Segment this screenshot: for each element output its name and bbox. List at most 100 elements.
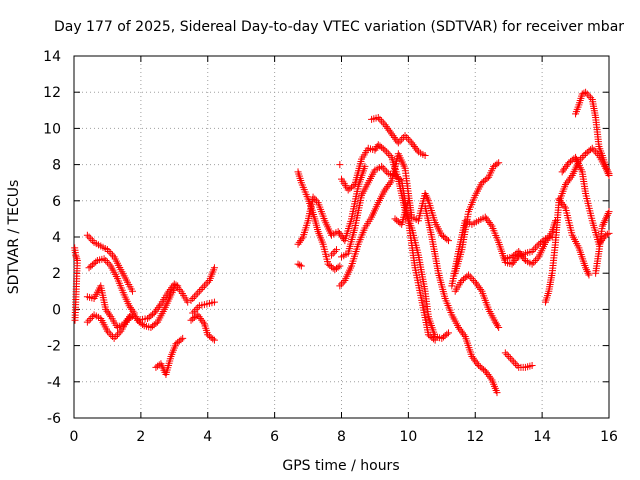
data-point	[337, 231, 345, 239]
y-tick-label: 8	[52, 158, 61, 174]
data-point	[558, 168, 566, 176]
data-point	[473, 360, 481, 368]
data-point	[477, 285, 485, 293]
data-point	[153, 305, 161, 313]
data-point	[85, 264, 93, 272]
data-point	[170, 280, 178, 288]
data-point	[90, 259, 98, 267]
data-point	[584, 269, 592, 277]
data-point	[459, 329, 467, 337]
x-tick-label: 12	[466, 429, 484, 445]
data-point	[471, 356, 479, 364]
data-point	[389, 132, 397, 140]
data-point	[475, 284, 483, 292]
data-point	[413, 146, 421, 154]
data-point	[172, 281, 180, 289]
data-point	[396, 137, 404, 145]
data-point	[485, 219, 493, 227]
x-tick-label: 2	[136, 429, 145, 445]
data-point	[309, 193, 317, 201]
data-point	[150, 309, 158, 317]
y-tick-label: -2	[47, 339, 61, 355]
data-point	[179, 334, 187, 342]
y-tick-label: 0	[52, 302, 61, 318]
data-point	[378, 162, 386, 170]
data-point	[431, 336, 439, 344]
data-point	[339, 278, 347, 286]
data-point	[510, 358, 518, 366]
data-point	[558, 199, 566, 207]
data-point	[422, 191, 430, 199]
data-point	[105, 260, 113, 268]
data-point	[585, 271, 593, 279]
data-point	[200, 282, 208, 290]
data-point	[592, 148, 600, 156]
data-point	[294, 260, 302, 268]
data-point	[406, 137, 414, 145]
y-axis-label: SDTVAR / TECUs	[6, 180, 22, 295]
data-point	[484, 217, 492, 225]
data-point	[474, 282, 482, 290]
data-point	[468, 352, 476, 360]
data-point	[198, 316, 206, 324]
data-point	[382, 123, 390, 131]
data-point	[133, 314, 141, 322]
data-point	[495, 159, 503, 167]
data-point	[103, 307, 111, 315]
data-point	[199, 318, 207, 326]
data-point	[602, 213, 610, 221]
data-point	[588, 144, 596, 152]
data-point	[294, 240, 302, 248]
data-point	[154, 304, 162, 312]
data-point	[424, 195, 432, 203]
data-point	[381, 121, 389, 129]
x-tick-label: 0	[70, 429, 79, 445]
data-point	[88, 261, 96, 269]
data-point	[398, 135, 406, 143]
data-point	[129, 287, 137, 295]
data-point	[470, 276, 478, 284]
data-point	[528, 260, 536, 268]
data-point	[455, 324, 463, 331]
data-point	[587, 94, 595, 102]
data-point	[104, 309, 112, 317]
data-point	[164, 289, 172, 297]
data-point	[130, 311, 138, 319]
data-point	[531, 244, 539, 252]
data-point	[88, 313, 96, 321]
data-point	[168, 284, 176, 292]
data-point	[487, 220, 495, 228]
data-point	[533, 242, 541, 250]
data-point	[392, 135, 400, 143]
data-point	[334, 228, 342, 236]
data-point	[429, 335, 437, 343]
data-point	[126, 304, 134, 312]
data-point	[408, 139, 416, 147]
data-point	[560, 166, 568, 174]
data-point	[466, 273, 474, 281]
data-point	[329, 249, 337, 257]
data-point	[88, 237, 96, 245]
data-point	[194, 311, 202, 319]
data-point	[383, 148, 391, 156]
data-point	[506, 354, 514, 362]
data-point	[443, 330, 451, 338]
data-point	[349, 182, 357, 190]
data-point	[210, 336, 218, 344]
data-point	[528, 362, 536, 370]
x-tick-label: 8	[337, 429, 346, 445]
chart-title: Day 177 of 2025, Sidereal Day-to-day VTE…	[54, 19, 624, 35]
data-point	[379, 119, 387, 127]
data-point	[564, 161, 572, 169]
data-point	[336, 161, 344, 169]
data-point	[410, 143, 418, 150]
data-point	[190, 307, 198, 315]
data-point	[382, 184, 390, 192]
data-point	[403, 133, 411, 141]
data-point	[585, 92, 593, 100]
data-point	[72, 253, 80, 261]
data-point	[495, 324, 503, 331]
data-point	[599, 220, 607, 228]
data-point	[92, 258, 100, 266]
data-point	[107, 249, 115, 257]
